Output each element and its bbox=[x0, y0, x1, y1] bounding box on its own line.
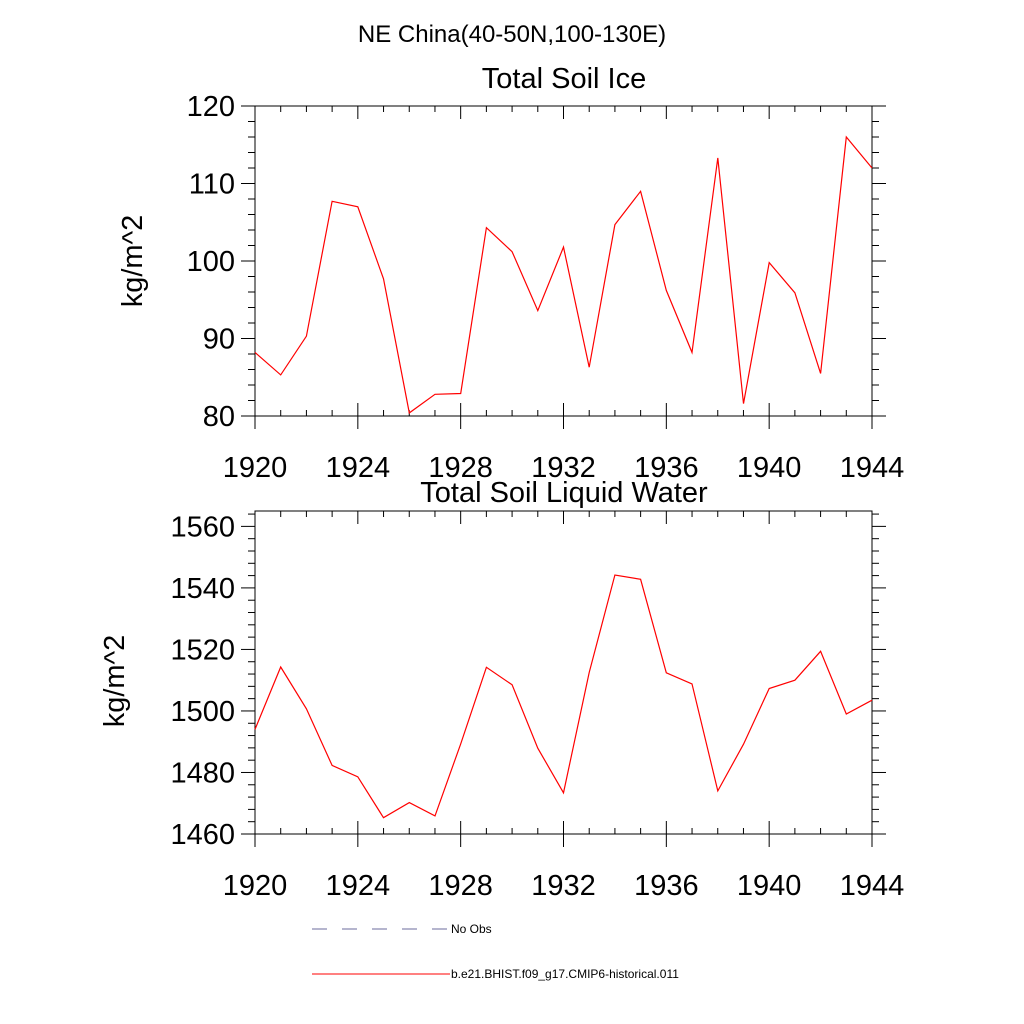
legend-label-model: b.e21.BHIST.f09_g17.CMIP6-historical.011 bbox=[451, 967, 679, 981]
legend: No Obs b.e21.BHIST.f09_g17.CMIP6-histori… bbox=[312, 922, 679, 981]
y-tick-label: 1460 bbox=[170, 819, 235, 851]
chart-title: Total Soil Ice bbox=[482, 63, 646, 95]
y-tick-label: 1560 bbox=[170, 511, 235, 543]
x-tick-label: 1940 bbox=[737, 452, 802, 484]
y-tick-label: 90 bbox=[203, 324, 235, 356]
y-tick-label: 1540 bbox=[170, 573, 235, 605]
series-line bbox=[254, 574, 873, 819]
x-tick-label: 1924 bbox=[326, 870, 391, 902]
y-tick-label: 80 bbox=[203, 401, 235, 433]
x-tick-label: 1944 bbox=[840, 870, 905, 902]
chart-soil-liquid-water: Total Soil Liquid Water kg/m^2 1920 1924 1… bbox=[99, 477, 904, 902]
x-tick-label: 1932 bbox=[531, 870, 596, 902]
legend-label-no-obs: No Obs bbox=[451, 922, 492, 936]
y-tick-label: 1500 bbox=[170, 696, 235, 728]
y-tick-label: 120 bbox=[187, 91, 235, 123]
x-tick-label: 1936 bbox=[634, 870, 699, 902]
x-tick-label: 1928 bbox=[428, 452, 493, 484]
x-tick-label: 1924 bbox=[326, 452, 391, 484]
y-axis-label: kg/m^2 bbox=[99, 635, 131, 728]
series-line bbox=[254, 135, 873, 414]
x-tick-label: 1920 bbox=[223, 452, 288, 484]
figure-title: NE China(40-50N,100-130E) bbox=[358, 21, 666, 48]
plot-frame bbox=[254, 510, 873, 835]
y-axis-label: kg/m^2 bbox=[117, 215, 149, 308]
y-tick-label: 110 bbox=[189, 169, 235, 201]
chart-title: Total Soil Liquid Water bbox=[420, 477, 708, 509]
x-tick-label: 1932 bbox=[531, 452, 596, 484]
x-tick-label: 1940 bbox=[737, 870, 802, 902]
x-tick-label: 1928 bbox=[428, 870, 493, 902]
plot-frame bbox=[254, 105, 873, 417]
y-tick-label: 1520 bbox=[170, 634, 235, 666]
y-tick-label: 1480 bbox=[170, 757, 235, 789]
x-tick-label: 1936 bbox=[634, 452, 699, 484]
y-tick-label: 100 bbox=[187, 246, 235, 278]
chart-soil-ice: Total Soil Ice kg/m^2 1920 1924 1928 1932 19… bbox=[117, 63, 904, 484]
x-tick-label: 1920 bbox=[223, 870, 288, 902]
x-tick-label: 1944 bbox=[840, 452, 905, 484]
